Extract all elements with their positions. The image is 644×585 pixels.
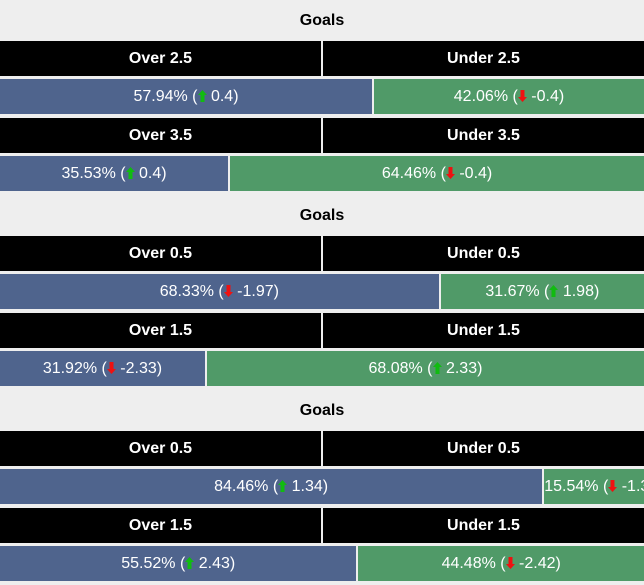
market-header: Over 0.5 Under 0.5 — [0, 236, 644, 271]
section-title: Goals — [299, 207, 345, 224]
under-value: 31.67% ( — [485, 283, 550, 300]
arrow-down-icon — [608, 480, 618, 492]
market-header: Over 1.5 Under 1.5 — [0, 508, 644, 543]
market-header: Over 0.5 Under 0.5 — [0, 431, 644, 466]
over-value: 57.94% ( — [133, 88, 198, 105]
under-label: Under 0.5 — [323, 431, 644, 466]
over-segment: 35.53% ( 0.4) — [0, 156, 229, 191]
goals-section: Goals Over 0.5 Under 0.5 84.46% ( 1.34) … — [0, 390, 644, 585]
arrow-up-icon — [197, 90, 207, 102]
market-header: Over 1.5 Under 1.5 — [0, 313, 644, 348]
over-label: Over 2.5 — [0, 41, 321, 76]
arrow-down-icon — [445, 167, 455, 179]
goals-section: Goals Over 2.5 Under 2.5 57.94% ( 0.4) 4… — [0, 0, 644, 195]
over-change: 2.43) — [194, 555, 236, 572]
over-change: -1.97) — [232, 283, 279, 300]
under-value: 68.08% ( — [368, 360, 433, 377]
under-label: Under 0.5 — [323, 236, 644, 271]
over-label: Over 1.5 — [0, 508, 321, 543]
under-value: 44.48% ( — [441, 555, 506, 572]
over-label: Over 0.5 — [0, 431, 321, 466]
under-change: 1.98) — [558, 283, 600, 300]
under-label: Under 1.5 — [323, 508, 644, 543]
over-change: 1.34) — [287, 478, 329, 495]
over-value: 31.92% ( — [42, 360, 107, 377]
arrow-down-icon — [505, 557, 515, 569]
over-segment: 31.92% ( -2.33) — [0, 351, 205, 386]
under-segment: 42.06% ( -0.4) — [373, 79, 644, 114]
under-segment: 31.67% ( 1.98) — [440, 274, 644, 309]
under-segment: 64.46% ( -0.4) — [230, 156, 644, 191]
over-label: Over 1.5 — [0, 313, 321, 348]
probability-bar: 68.33% ( -1.97) 31.67% ( 1.98) — [0, 274, 644, 309]
over-value: 35.53% ( — [61, 165, 126, 182]
under-change: -0.4) — [526, 88, 565, 105]
under-change: -0.4) — [454, 165, 493, 182]
over-segment: 68.33% ( -1.97) — [0, 274, 439, 309]
probability-bar: 57.94% ( 0.4) 42.06% ( -0.4) — [0, 79, 644, 114]
over-label: Over 0.5 — [0, 236, 321, 271]
under-label: Under 1.5 — [323, 313, 644, 348]
arrow-up-icon — [185, 557, 195, 569]
arrow-down-icon — [517, 90, 527, 102]
under-segment: 44.48% ( -2.42) — [358, 546, 644, 581]
arrow-down-icon — [223, 285, 233, 297]
under-change: -1.33) — [621, 478, 644, 495]
under-value: 42.06% ( — [453, 88, 518, 105]
section-title: Goals — [299, 12, 345, 29]
arrow-up-icon — [278, 480, 288, 492]
arrow-up-icon — [549, 285, 559, 297]
arrow-up-icon — [432, 362, 442, 374]
probability-bar: 55.52% ( 2.43) 44.48% ( -2.42) — [0, 546, 644, 581]
over-segment: 84.46% ( 1.34) — [0, 469, 543, 504]
over-value: 55.52% ( — [121, 555, 186, 572]
goals-section: Goals Over 0.5 Under 0.5 68.33% ( -1.97)… — [0, 195, 644, 390]
over-change: 0.4) — [134, 165, 167, 182]
under-change: -2.42) — [514, 555, 561, 572]
under-value: 64.46% ( — [381, 165, 446, 182]
section-title: Goals — [299, 402, 345, 419]
over-segment: 57.94% ( 0.4) — [0, 79, 372, 114]
over-label: Over 3.5 — [0, 118, 321, 153]
under-change: 2.33) — [441, 360, 483, 377]
over-change: 0.4) — [206, 88, 239, 105]
arrow-up-icon — [125, 167, 135, 179]
over-segment: 55.52% ( 2.43) — [0, 546, 357, 581]
over-value: 84.46% ( — [214, 478, 279, 495]
under-value: 15.54% ( — [544, 478, 609, 495]
probability-bar: 35.53% ( 0.4) 64.46% ( -0.4) — [0, 156, 644, 191]
over-change: -2.33) — [115, 360, 163, 377]
under-label: Under 3.5 — [323, 118, 644, 153]
under-segment: 15.54% ( -1.33) — [544, 469, 644, 504]
probability-bar: 84.46% ( 1.34) 15.54% ( -1.33) — [0, 469, 644, 504]
arrow-down-icon — [106, 362, 116, 374]
over-value: 68.33% ( — [159, 283, 224, 300]
market-header: Over 3.5 Under 3.5 — [0, 118, 644, 153]
under-segment: 68.08% ( 2.33) — [206, 351, 644, 386]
market-header: Over 2.5 Under 2.5 — [0, 41, 644, 76]
probability-bar: 31.92% ( -2.33) 68.08% ( 2.33) — [0, 351, 644, 386]
under-label: Under 2.5 — [323, 41, 644, 76]
